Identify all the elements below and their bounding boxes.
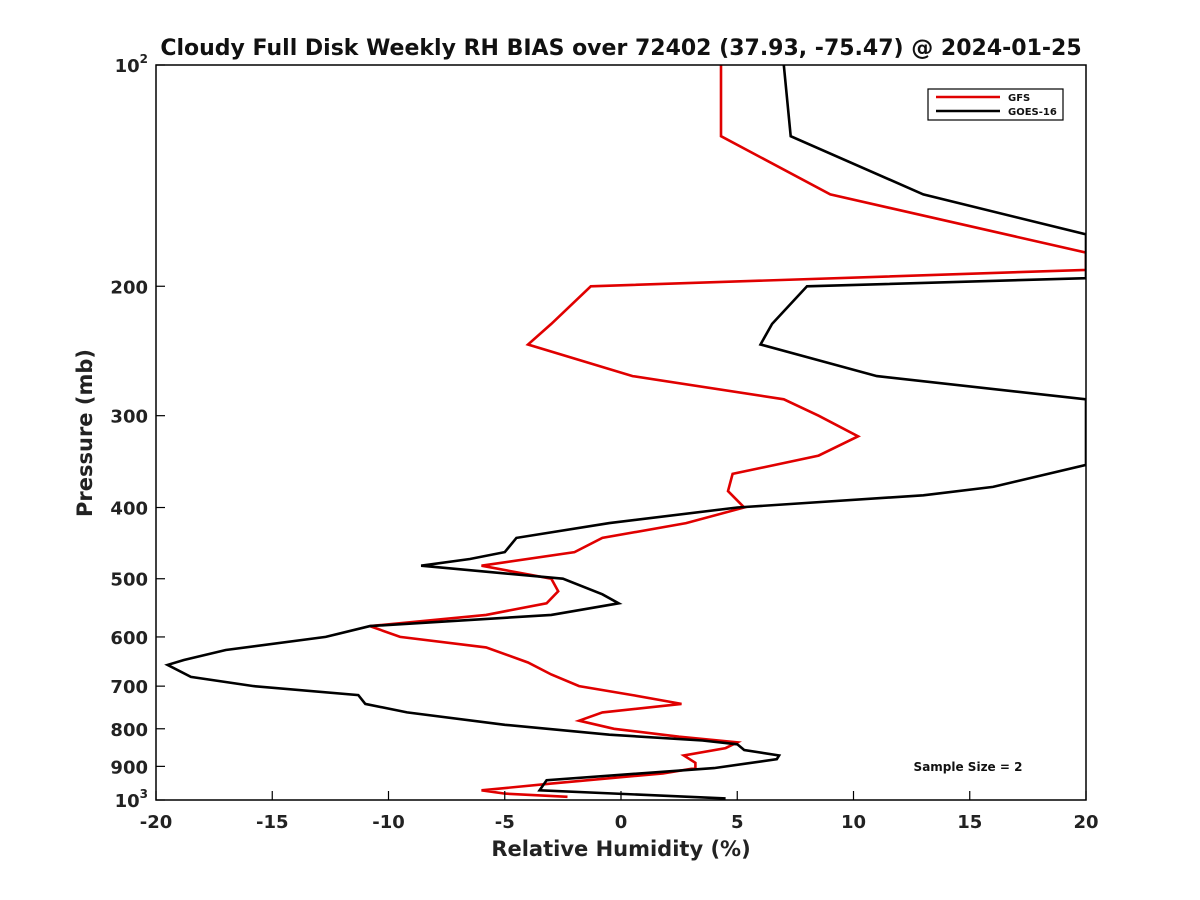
series-line-goes-16 — [164, 65, 1086, 800]
x-tick-label: 20 — [1073, 812, 1098, 833]
x-tick-label: -5 — [495, 812, 515, 833]
sample-size-annotation: Sample Size = 2 — [914, 760, 1023, 774]
y-tick-label: 102 — [115, 52, 148, 77]
y-tick-label: 300 — [110, 407, 148, 428]
y-tick-label: 600 — [110, 628, 148, 649]
y-tick-label: 900 — [110, 757, 148, 778]
axes-layer: -20 -15 -10 -5 0 5 10 15 20 102 200 300 400 500 600 700… — [110, 52, 1098, 833]
x-tick-label: 15 — [957, 812, 982, 833]
legend: GFS GOES-16 — [927, 88, 1064, 121]
x-tick-label: 10 — [841, 812, 866, 833]
x-tick-label: -15 — [256, 812, 289, 833]
y-tick-label: 103 — [115, 787, 148, 812]
y-tick-label: 700 — [110, 677, 148, 698]
x-axis-label: Relative Humidity (%) — [491, 837, 750, 861]
legend-box — [927, 88, 1064, 121]
y-tick-label: 400 — [110, 499, 148, 520]
x-tick-label: 5 — [731, 812, 744, 833]
x-tick-label: -20 — [140, 812, 173, 833]
y-tick-label: 500 — [110, 570, 148, 591]
legend-entry: GFS — [1008, 93, 1030, 104]
y-tick-label: 200 — [110, 277, 148, 298]
y-tick-label: 800 — [110, 720, 148, 741]
y-axis-label: Pressure (mb) — [73, 349, 97, 517]
x-tick-label: 0 — [615, 812, 628, 833]
chart-title: Cloudy Full Disk Weekly RH BIAS over 724… — [160, 36, 1081, 61]
series-line-gfs — [369, 65, 1086, 799]
legend-entry: GOES-16 — [1008, 107, 1057, 118]
x-tick-label: -10 — [372, 812, 405, 833]
series-layer — [164, 65, 1086, 800]
